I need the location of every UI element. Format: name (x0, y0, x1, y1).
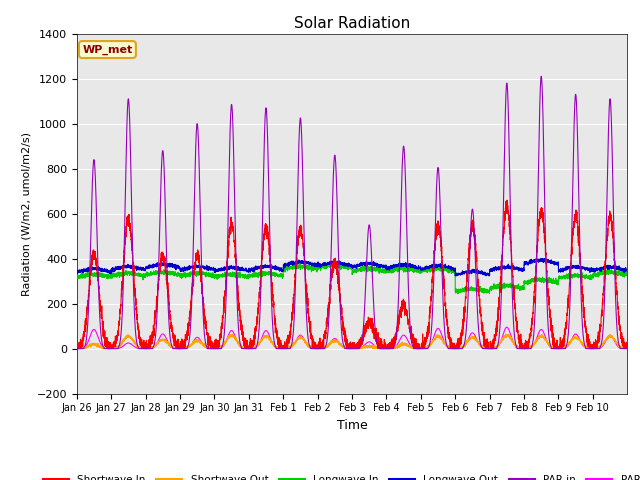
Legend: Shortwave In, Shortwave Out, Longwave In, Longwave Out, PAR in, PAR out: Shortwave In, Shortwave Out, Longwave In… (39, 471, 640, 480)
Text: WP_met: WP_met (83, 44, 132, 55)
Title: Solar Radiation: Solar Radiation (294, 16, 410, 31)
Y-axis label: Radiation (W/m2, umol/m2/s): Radiation (W/m2, umol/m2/s) (21, 132, 31, 296)
X-axis label: Time: Time (337, 419, 367, 432)
